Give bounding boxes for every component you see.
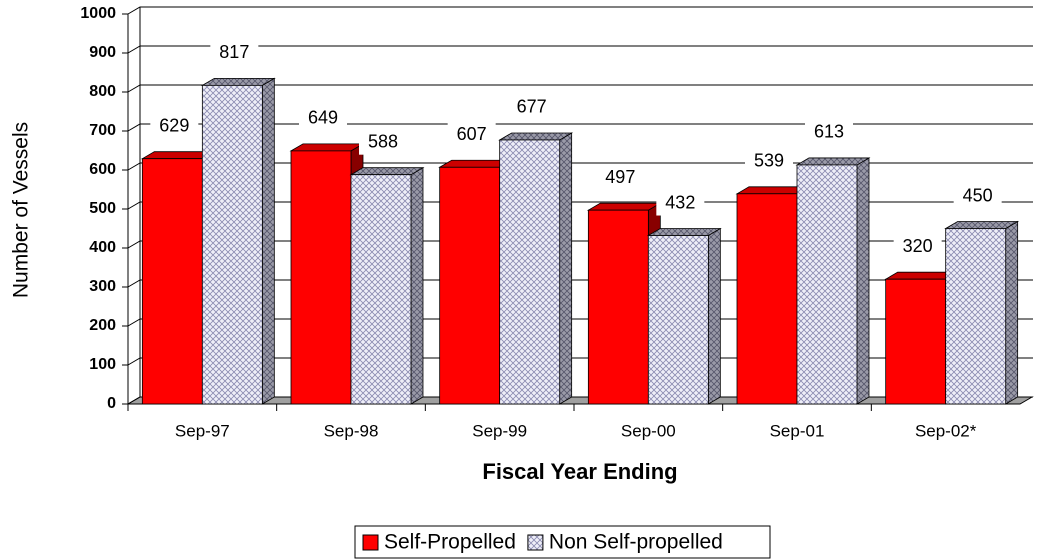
- value-label: 629: [159, 115, 189, 135]
- value-label-bg: [359, 130, 407, 155]
- value-label: 539: [754, 151, 784, 171]
- bar: [646, 227, 722, 405]
- value-label-bg: [507, 95, 556, 120]
- grid-line: [127, 318, 1033, 327]
- value-label-bg: [299, 106, 347, 131]
- bar: [944, 220, 1020, 405]
- value-label: 649: [308, 108, 338, 128]
- legend: Self-Propelled Non Self-propelled: [362, 531, 723, 554]
- bar-top: [349, 167, 425, 176]
- y-tick-label: 800: [89, 83, 116, 100]
- grid: 0 100 200 300 400 500 600 700 800 900 1000: [80, 5, 1034, 412]
- y-tick-label: 500: [89, 200, 116, 217]
- bar-front: [647, 235, 709, 405]
- value-label: 432: [665, 192, 695, 212]
- bar-front: [439, 166, 501, 405]
- grid-line: [127, 84, 1033, 93]
- grid-line: [127, 162, 1033, 171]
- legend-label: Non Self-propelled: [549, 531, 723, 554]
- value-label-bg: [596, 166, 645, 191]
- x-axis-title: Fiscal Year Ending: [482, 459, 677, 484]
- grid-line: [127, 201, 1033, 210]
- legend-swatch: [362, 534, 379, 551]
- y-tick-label: 400: [89, 239, 116, 256]
- bar-front: [201, 84, 263, 405]
- x-tick-label: Sep-00: [621, 421, 676, 440]
- labels: Sep-97 629 817 Sep-98 649 588 Sep-99 607 677 Sep-…: [150, 41, 1002, 440]
- y-axis-title: Number of Vessels: [10, 122, 33, 298]
- bar: [498, 132, 574, 405]
- y-tick-label: 100: [89, 356, 116, 373]
- bar-front: [141, 158, 203, 405]
- y-tick-label: 1000: [80, 5, 116, 22]
- bar-front: [350, 174, 412, 405]
- bar-top: [795, 157, 871, 166]
- bar-top: [586, 202, 662, 211]
- bar-side: [707, 227, 721, 405]
- bar-top: [498, 132, 574, 141]
- bar-top: [944, 221, 1020, 229]
- value-label: 817: [219, 42, 249, 62]
- bar-front: [885, 278, 947, 405]
- value-label: 588: [368, 131, 398, 151]
- value-label-bg: [656, 191, 705, 216]
- value-label: 320: [903, 236, 933, 256]
- bar: [349, 166, 425, 405]
- bar-top: [289, 143, 365, 152]
- grid-line: [127, 123, 1033, 132]
- bar: [200, 77, 276, 405]
- bar-front: [945, 228, 1007, 405]
- grid-line: [127, 45, 1033, 54]
- grid-line: [127, 6, 1033, 15]
- bar-side: [261, 77, 275, 405]
- bar: [795, 157, 871, 405]
- y-tick-label: 600: [89, 161, 116, 178]
- y-tick-label: 200: [89, 317, 116, 334]
- bar-top: [200, 77, 276, 86]
- grid-line: [127, 279, 1033, 288]
- bars: [140, 77, 1020, 405]
- y-tick-label: 900: [89, 44, 116, 61]
- bar-side: [856, 157, 870, 405]
- bar-side: [410, 166, 424, 405]
- y-tick-label: 700: [89, 122, 116, 139]
- bar-side: [559, 132, 573, 405]
- bar-side: [1005, 220, 1019, 405]
- grid-line: [127, 240, 1033, 249]
- grid-line: [127, 396, 1033, 405]
- bar-front: [290, 150, 352, 405]
- legend-label: Self-Propelled: [384, 531, 516, 554]
- x-tick-label: Sep-97: [175, 421, 230, 440]
- bar-front: [499, 139, 561, 405]
- y-tick-label: 300: [89, 278, 116, 295]
- legend-box: [354, 525, 771, 559]
- value-label-bg: [150, 114, 199, 139]
- x-tick-label: Sep-99: [472, 421, 527, 440]
- bar-top: [646, 228, 722, 236]
- value-label-bg: [805, 120, 853, 145]
- value-label-bg: [953, 184, 1002, 209]
- x-tick-label: Sep-02*: [915, 421, 977, 440]
- bar-front: [796, 164, 858, 405]
- value-label-bg: [447, 123, 496, 148]
- value-label: 613: [814, 122, 844, 142]
- bar-front: [587, 209, 649, 405]
- y-tick-label: 0: [107, 395, 116, 412]
- grid-line: [127, 357, 1033, 366]
- bar-front: [736, 193, 798, 405]
- x-tick-label: Sep-01: [770, 421, 825, 440]
- value-label-bg: [893, 235, 942, 260]
- x-tick-label: Sep-98: [324, 421, 379, 440]
- value-label-bg: [210, 41, 259, 66]
- value-label: 450: [963, 185, 993, 205]
- legend-swatch: [527, 534, 544, 551]
- value-label-bg: [745, 149, 793, 174]
- value-label: 607: [457, 124, 487, 144]
- value-label: 497: [605, 167, 635, 187]
- value-label: 677: [517, 97, 547, 117]
